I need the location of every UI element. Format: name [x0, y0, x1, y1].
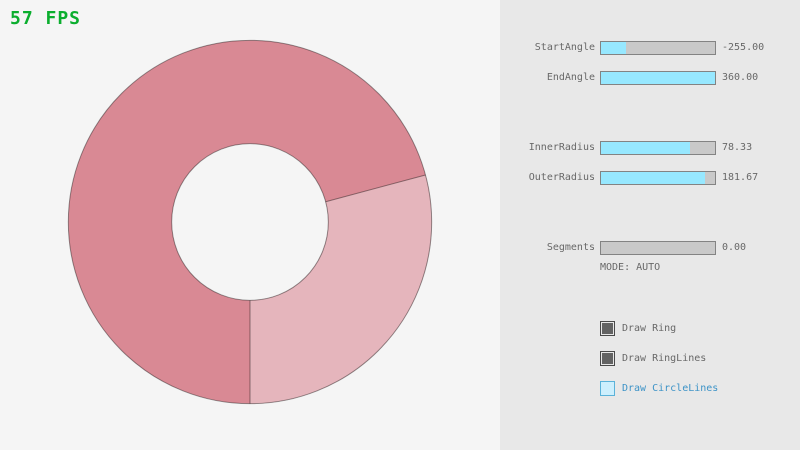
draw-circlelines-label: Draw CircleLines — [622, 383, 719, 394]
draw-ringlines-label: Draw RingLines — [622, 353, 707, 364]
ring-chart — [67, 39, 433, 405]
outer-radius-value: 181.67 — [722, 172, 759, 183]
draw-ringlines-row: Draw RingLines — [600, 350, 706, 367]
draw-circlelines-row: Draw CircleLines — [600, 380, 718, 397]
inner-radius-label: InnerRadius — [528, 142, 595, 153]
start-angle-slider[interactable] — [600, 41, 716, 55]
slider-fill — [601, 172, 705, 184]
inner-ring-line — [171, 143, 329, 301]
outer-radius-row: OuterRadius 181.67 — [500, 170, 800, 186]
end-angle-value: 360.00 — [722, 72, 759, 83]
draw-ring-row: Draw Ring — [600, 320, 676, 337]
slider-fill — [601, 42, 627, 54]
ring-single-band — [250, 174, 432, 404]
end-angle-label: EndAngle — [546, 72, 595, 83]
start-angle-row: StartAngle -255.00 — [500, 40, 800, 56]
draw-ring-label: Draw Ring — [622, 323, 677, 334]
controls-panel: StartAngle -255.00 EndAngle 360.00 Inner… — [500, 0, 800, 450]
fps-counter: 57 FPS — [10, 8, 82, 29]
inner-radius-row: InnerRadius 78.33 — [500, 140, 800, 156]
inner-radius-slider[interactable] — [600, 141, 716, 155]
start-angle-value: -255.00 — [722, 42, 765, 53]
end-angle-line — [325, 174, 426, 203]
slider-fill — [601, 72, 715, 84]
end-angle-row: EndAngle 360.00 — [500, 70, 800, 86]
draw-ring-checkbox[interactable] — [600, 321, 615, 336]
start-angle-label: StartAngle — [534, 42, 595, 53]
segments-label: Segments — [546, 242, 595, 253]
segments-value: 0.00 — [722, 242, 747, 253]
draw-circlelines-checkbox[interactable] — [600, 381, 615, 396]
end-angle-slider[interactable] — [600, 71, 716, 85]
inner-radius-value: 78.33 — [722, 142, 753, 153]
outer-radius-label: OuterRadius — [528, 172, 595, 183]
outer-ring-line — [67, 39, 433, 405]
slider-fill — [601, 142, 690, 154]
mode-label: MODE: AUTO — [600, 262, 661, 273]
draw-ringlines-checkbox[interactable] — [600, 351, 615, 366]
segments-slider[interactable] — [600, 241, 716, 255]
segments-row: Segments 0.00 — [500, 240, 800, 256]
outer-radius-slider[interactable] — [600, 171, 716, 185]
